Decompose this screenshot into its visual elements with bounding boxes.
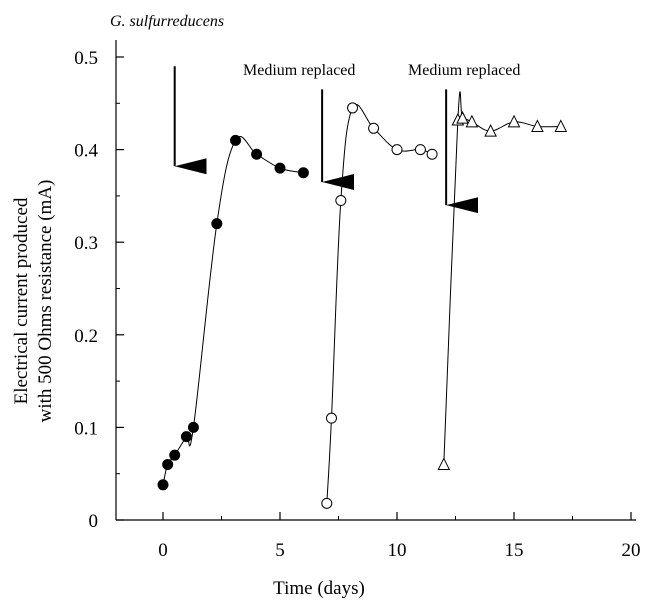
x-tick-label: 15	[505, 540, 524, 561]
y-tick-label: 0.4	[74, 141, 98, 162]
y-tick-label: 0.5	[74, 48, 98, 69]
x-tick-label: 0	[158, 540, 168, 561]
data-points	[157, 102, 568, 509]
open-triangle-point	[456, 110, 469, 124]
annotations: G. sulfurreducens Medium replaced Medium r…	[110, 13, 520, 214]
filled-circle-point	[211, 218, 223, 230]
annotation-label: Medium replaced	[408, 62, 520, 79]
annotation-label: G. sulfurreducens	[110, 13, 224, 30]
fitted-curves	[162, 91, 561, 504]
filled-circle-point	[157, 479, 169, 491]
open-triangle-point	[507, 114, 521, 128]
y-tick-label: 0.3	[74, 233, 98, 254]
open-circle-point	[335, 195, 347, 207]
filled-circle-point	[162, 458, 174, 470]
open-triangle-point	[554, 119, 568, 132]
open-circle-point	[321, 497, 333, 509]
open-triangle-point	[465, 114, 479, 128]
x-tick-label: 5	[275, 540, 285, 561]
open-triangle-point	[531, 119, 544, 132]
y-axis-label-line-2: with 500 Ohms resistance (mA)	[35, 180, 56, 423]
filled-circle-point	[297, 167, 309, 179]
filled-circle-point	[187, 421, 199, 433]
open-circle-point	[347, 102, 359, 114]
filled-circle-point	[169, 449, 181, 461]
open-circle-point	[414, 144, 426, 156]
open-circle-point	[391, 144, 403, 156]
filled-circle-point	[251, 148, 263, 160]
y-tick-label: 0	[89, 511, 99, 532]
x-axis-label: Time (days)	[273, 578, 365, 599]
y-tick-label: 0.2	[74, 326, 98, 347]
open-circle-point	[368, 122, 380, 134]
series-3-curve	[443, 91, 561, 465]
x-tick-label: 10	[388, 540, 407, 561]
open-triangle-point	[437, 457, 451, 470]
filled-circle-point	[180, 431, 192, 443]
open-triangle-point	[484, 123, 497, 137]
y-tick-label: 0.1	[74, 418, 98, 439]
open-circle-point	[426, 148, 438, 160]
series-2-curve	[326, 104, 433, 504]
open-circle-point	[325, 412, 337, 424]
annotation-label: Medium replaced	[243, 62, 355, 79]
filled-circle-point	[230, 134, 242, 146]
x-tick-label: 20	[622, 540, 641, 561]
filled-circle-point	[274, 162, 286, 174]
y-axis-label: Electrical current produced with 500 Ohm…	[11, 180, 56, 423]
y-axis-label-line-1: Electrical current produced	[11, 197, 32, 404]
plot-axes	[115, 40, 636, 521]
axis-ticks: 0 5 10 15 20 0 0.1 0.2 0.3 0.4 0.5	[74, 48, 640, 561]
